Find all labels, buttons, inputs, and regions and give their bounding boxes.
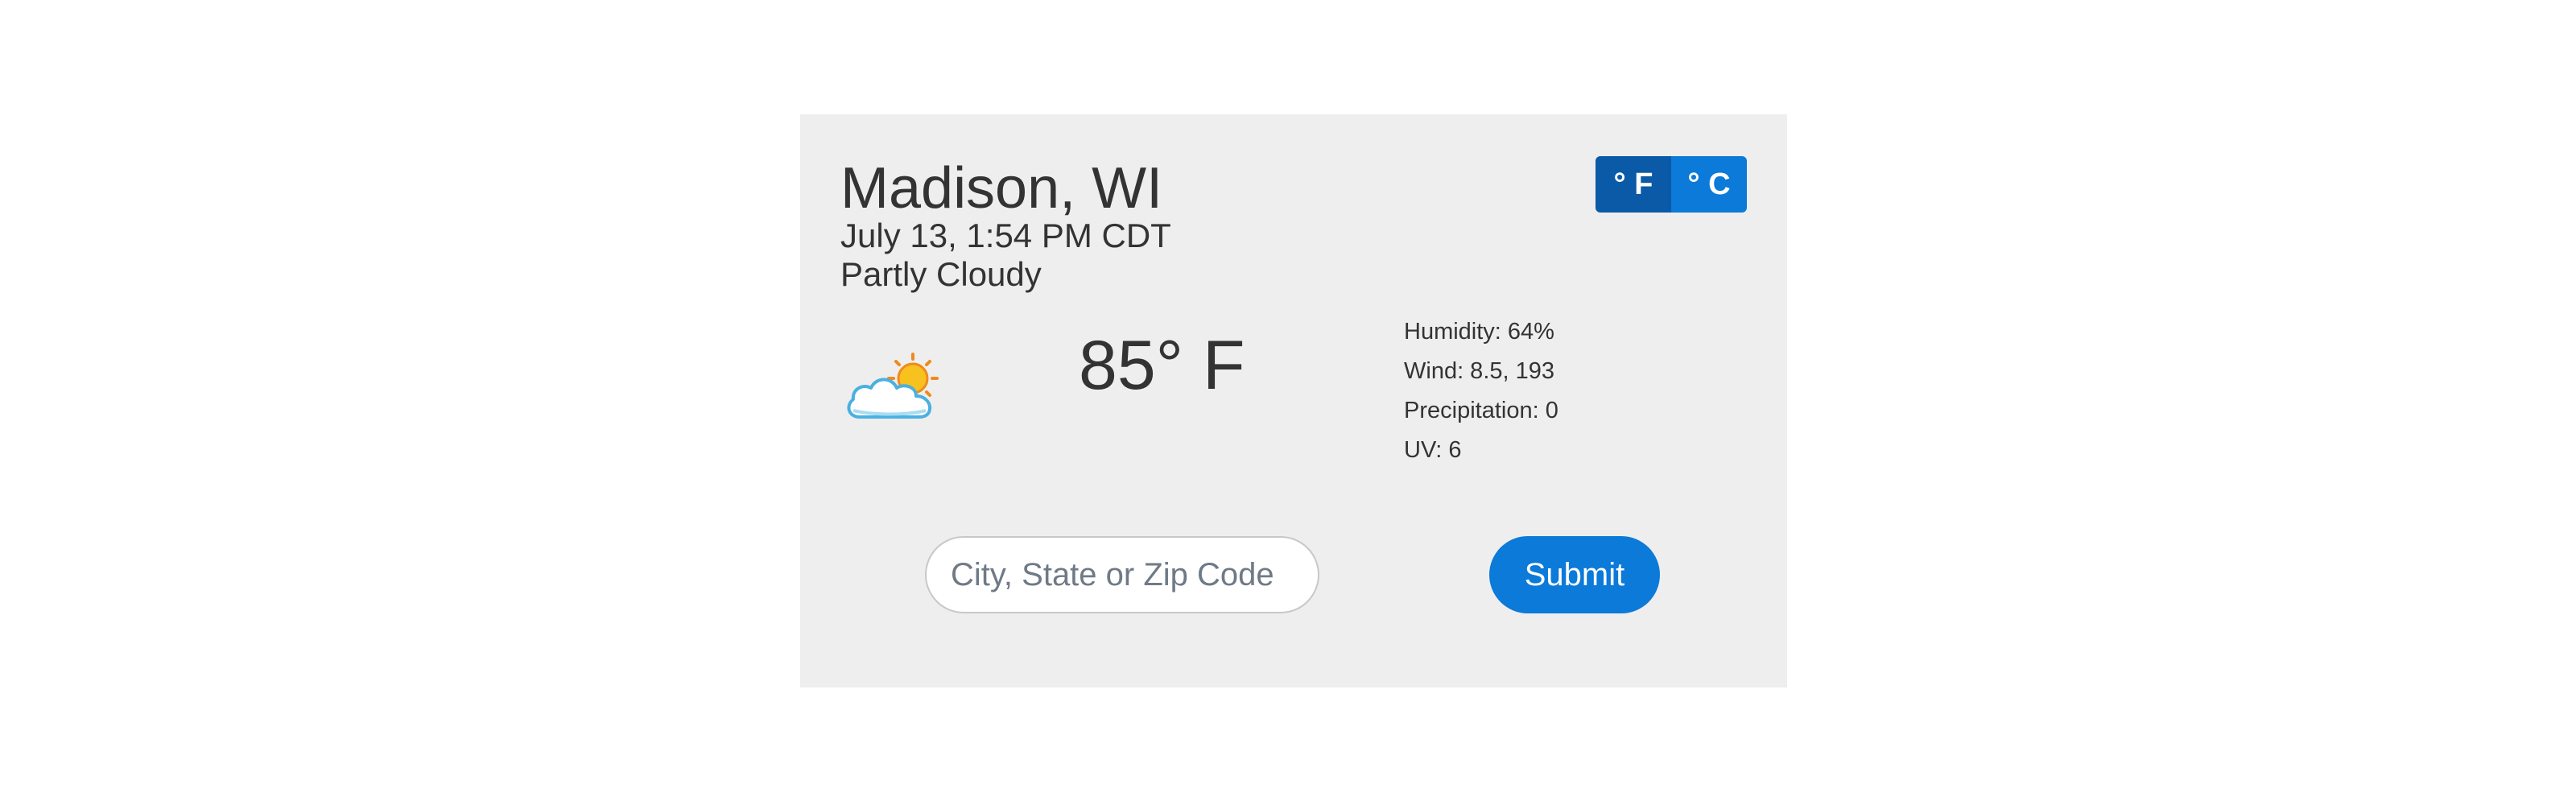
weather-condition: Partly Cloudy [840,255,1042,293]
cloud-icon [847,378,931,419]
weather-card: Madison, WI July 13, 1:54 PM CDT Partly … [800,114,1787,687]
wind-value: Wind: 8.5, 193 [1404,358,1554,384]
unit-toggle: ° F ° C [1596,156,1747,213]
humidity-value: Humidity: 64% [1404,319,1554,345]
celsius-button[interactable]: ° C [1671,156,1747,213]
fahrenheit-button[interactable]: ° F [1596,156,1671,213]
location-search-input[interactable] [925,536,1319,613]
date-time: July 13, 1:54 PM CDT [840,217,1171,254]
weather-details: Humidity: 64% Wind: 8.5, 193 Precipitati… [1404,312,1558,470]
submit-button[interactable]: Submit [1489,536,1660,613]
current-temperature: 85° F [1079,327,1245,404]
precipitation-value: Precipitation: 0 [1404,398,1558,423]
partly-cloudy-icon [847,353,939,419]
uv-value: UV: 6 [1404,437,1462,463]
city-name: Madison, WI [840,156,1163,221]
